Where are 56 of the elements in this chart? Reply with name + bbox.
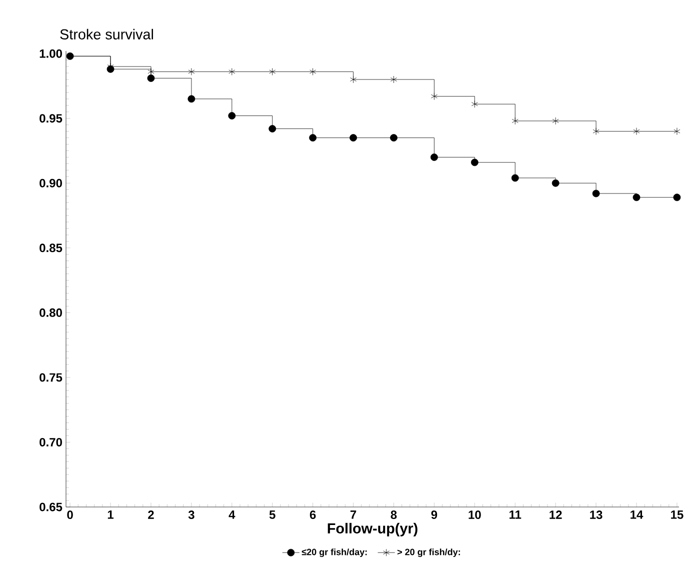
point <box>512 117 518 125</box>
x-tick-label: 5 <box>269 510 276 519</box>
point <box>471 100 478 108</box>
y-tick-label: 0.75 <box>40 373 62 382</box>
y-tick-label: 0.85 <box>40 244 62 252</box>
point <box>552 117 559 125</box>
y-tick-label: 0.90 <box>40 178 62 188</box>
y-tick-label: 1.00 <box>40 49 62 58</box>
chart-title: Stroke survival <box>60 28 153 40</box>
point <box>633 128 640 136</box>
point <box>148 68 154 76</box>
point <box>552 179 560 187</box>
point <box>390 76 397 84</box>
point <box>269 68 276 76</box>
x-tick-label: 0 <box>67 510 73 520</box>
legend-label: ≤20 gr fish/day: <box>302 548 367 558</box>
point <box>592 128 600 136</box>
point <box>350 134 357 142</box>
point <box>350 76 357 84</box>
x-tick-label: 12 <box>550 510 562 519</box>
x-axis-title: Follow-up(yr) <box>328 522 418 536</box>
y-tick-label: 0.80 <box>40 308 62 317</box>
point <box>188 68 195 76</box>
y-tick-label: 0.65 <box>40 502 62 512</box>
point <box>147 74 155 82</box>
y-tick-label: 0.95 <box>40 114 62 123</box>
point <box>430 92 438 100</box>
x-tick-label: 4 <box>228 510 236 519</box>
x-tick-label: 6 <box>310 510 316 520</box>
x-tick-label: 13 <box>590 510 602 520</box>
point <box>228 112 236 120</box>
point <box>674 128 680 136</box>
x-tick-label: 8 <box>390 510 397 520</box>
x-tick-label: 15 <box>671 510 684 519</box>
point <box>310 68 316 76</box>
x-tick-label: 3 <box>188 510 194 520</box>
x-tick-label: 14 <box>630 510 644 519</box>
x-tick-label: 1 <box>108 510 114 519</box>
x-tick-label: 11 <box>510 510 522 519</box>
point <box>228 68 236 76</box>
x-tick-label: 9 <box>431 510 438 520</box>
point <box>511 174 519 182</box>
legend-label: > 20 gr fish/dy: <box>397 548 460 558</box>
point <box>673 194 681 202</box>
point <box>188 95 196 103</box>
point <box>632 194 640 202</box>
point <box>309 134 317 142</box>
point <box>268 125 276 132</box>
point <box>390 134 398 142</box>
y-tick-label: 0.70 <box>40 438 62 446</box>
point <box>470 158 478 166</box>
x-tick-label: 7 <box>350 510 356 519</box>
x-tick-label: 2 <box>148 510 154 519</box>
point <box>592 190 600 198</box>
point <box>430 154 438 161</box>
x-tick-label: 10 <box>468 510 481 520</box>
